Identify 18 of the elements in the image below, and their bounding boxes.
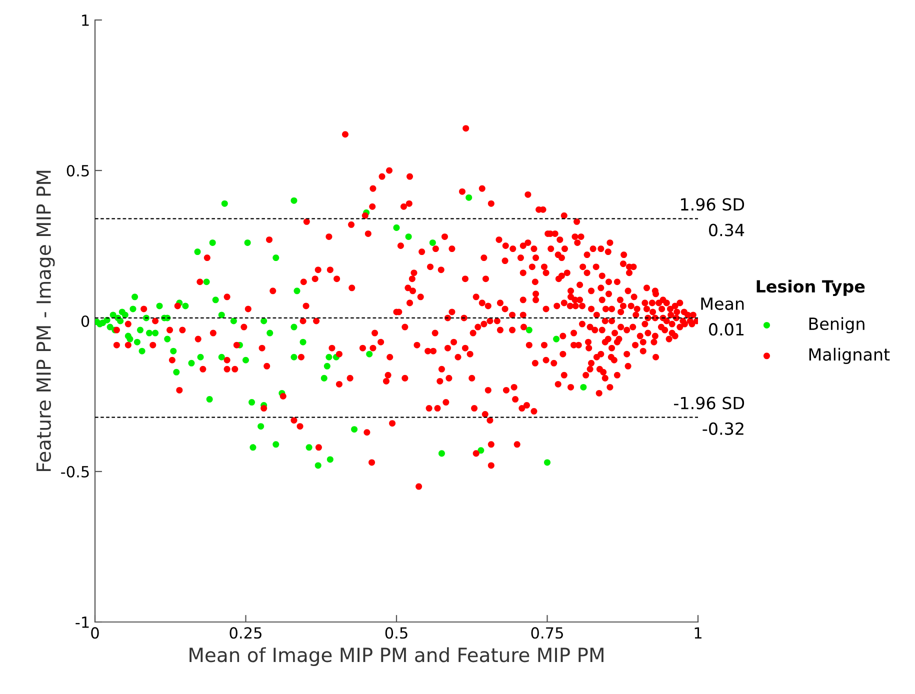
y-tick-label: 0: [81, 315, 90, 328]
legend-title: Lesion Type: [756, 280, 865, 296]
x-axis-title: Mean of Image MIP PM and Feature MIP PM: [190, 647, 604, 666]
legend-label: Benign: [809, 317, 864, 334]
y-tick-label: 0.5: [66, 164, 89, 177]
x-tick-label: 0.5: [385, 627, 408, 639]
y-tick-label: -0.5: [61, 466, 89, 478]
y-tick-label: -1: [76, 616, 89, 628]
x-tick-label: 1: [694, 627, 702, 638]
legend-label: Malignant: [809, 348, 890, 364]
ref-line-label: 1.96 SD 0.34: [681, 198, 744, 236]
y-tick-label: 1: [82, 14, 89, 26]
ref-line-label: -1.96 SD -0.32: [674, 396, 744, 435]
x-tick-label: 0: [91, 627, 99, 639]
x-tick-label: 0.25: [230, 627, 262, 639]
ref-line-label: Mean 0.01: [701, 298, 744, 336]
y-axis-title: Feature MIP PM - Image MIP PM: [36, 170, 55, 472]
x-tick-label: 0.75: [531, 627, 563, 639]
